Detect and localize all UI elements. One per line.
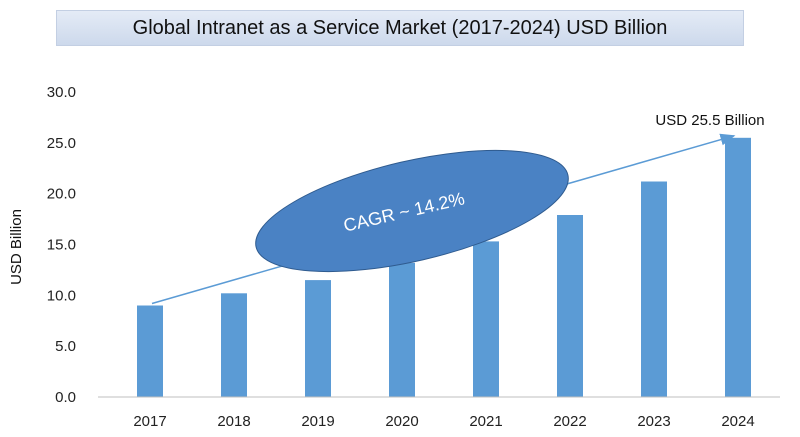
y-tick-label: 5.0: [55, 338, 76, 355]
y-tick-label: 25.0: [47, 135, 76, 152]
y-tick-label: 0.0: [55, 389, 76, 406]
bars-group: [137, 137, 751, 398]
bar-2017: [137, 305, 163, 397]
x-tick-label: 2019: [301, 413, 334, 430]
y-axis-title: USD Billion: [8, 209, 25, 285]
cagr-ellipse: [255, 149, 569, 273]
x-tick-label: 2018: [217, 413, 250, 430]
x-tick-label: 2023: [637, 413, 670, 430]
x-tick-label: 2022: [553, 413, 586, 430]
y-tick-label: 30.0: [47, 84, 76, 101]
end-value-label: USD 25.5 Billion: [655, 112, 764, 129]
bar-2023: [641, 181, 667, 397]
bar-2019: [305, 280, 331, 397]
cagr-callout: CAGR ~ 14.2%: [255, 149, 569, 273]
y-tick-label: 10.0: [47, 287, 76, 304]
bar-2024: [725, 137, 751, 398]
x-tick-labels: 2017 2018 2019 2020 2021 2022 2023 2024: [133, 413, 754, 430]
y-tick-label: 20.0: [47, 186, 76, 203]
y-tick-labels: 0.0 5.0 10.0 15.0 20.0 25.0 30.0: [47, 84, 76, 406]
bar-2018: [221, 293, 247, 397]
x-tick-label: 2021: [469, 413, 502, 430]
bar-2022: [557, 215, 583, 397]
chart-title: Global Intranet as a Service Market (201…: [132, 16, 668, 39]
bar-2021: [473, 241, 499, 397]
chart-title-box: Global Intranet as a Service Market (201…: [56, 10, 744, 46]
y-tick-label: 15.0: [47, 237, 76, 254]
x-tick-label: 2017: [133, 413, 166, 430]
x-tick-label: 2024: [721, 413, 754, 430]
x-tick-label: 2020: [385, 413, 418, 430]
bar-2020: [389, 262, 415, 397]
